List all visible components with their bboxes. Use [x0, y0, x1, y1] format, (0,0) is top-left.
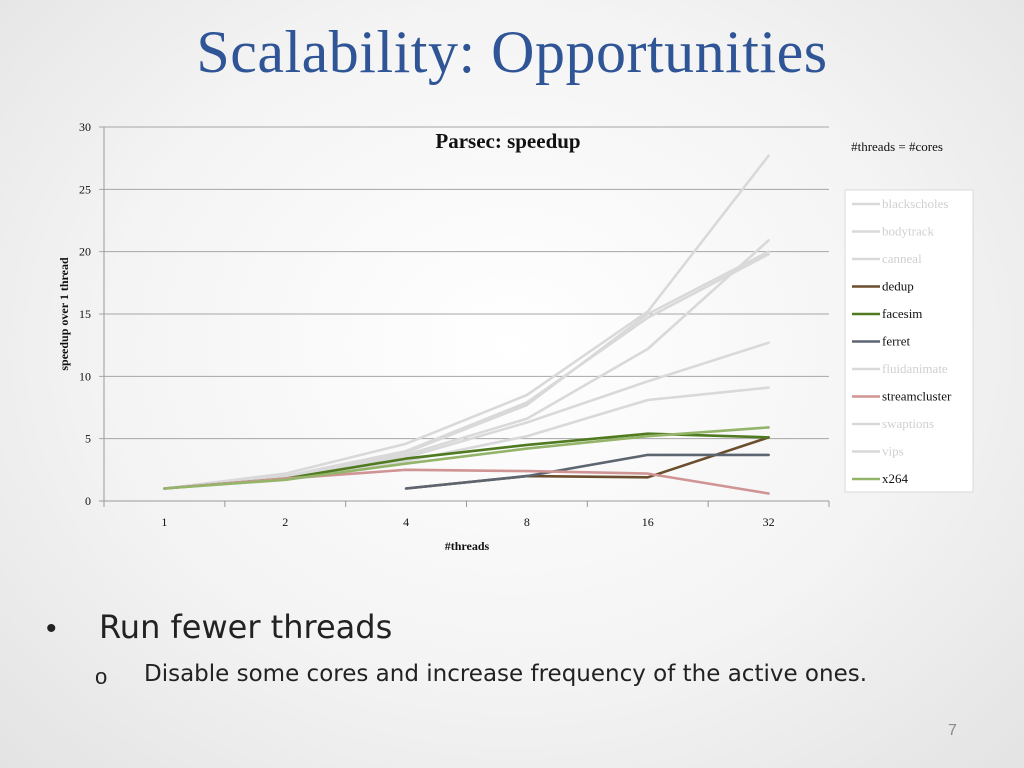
legend-label-ferret: ferret	[882, 334, 911, 349]
page-number: 7	[948, 722, 957, 739]
y-tick-label: 25	[79, 182, 91, 196]
grid-lines	[99, 126, 829, 502]
x-axis-label: #threads	[445, 539, 490, 553]
y-tick-label: 20	[79, 245, 91, 259]
slide-title: Scalability: Opportunities	[196, 19, 828, 85]
legend-label-swaptions: swaptions	[882, 416, 934, 431]
x-tick-label: 32	[763, 515, 775, 529]
chart-title: Parsec: speedup	[435, 129, 580, 153]
x-tick-label: 1	[161, 515, 167, 529]
y-tick-label: 0	[85, 494, 91, 508]
legend-label-canneal: canneal	[882, 251, 922, 266]
y-axis-label: speedup over 1 thread	[57, 257, 71, 371]
legend-label-dedup: dedup	[882, 279, 914, 294]
x-tick-label: 16	[642, 515, 654, 529]
legend-label-vips: vips	[882, 444, 904, 459]
y-tick-label: 10	[79, 369, 91, 383]
series-line-dedup	[404, 436, 770, 490]
chart-legend: blackscholes bodytrack canneal dedup facesim…	[844, 189, 974, 493]
series-line-x264	[163, 426, 770, 490]
x-tick-label: 8	[524, 515, 530, 529]
legend-label-streamcluster: streamcluster	[882, 389, 952, 404]
series-line-ferret	[404, 453, 770, 490]
legend-label-facesim: facesim	[882, 306, 922, 321]
legend-label-x264: x264	[882, 471, 909, 486]
y-tick-label: 15	[79, 307, 91, 321]
legend-label-bodytrack: bodytrack	[882, 224, 934, 239]
x-tick-label: 2	[282, 515, 288, 529]
chart-annotation: #threads = #cores	[851, 139, 943, 154]
y-tick-label: 5	[85, 432, 91, 446]
chart-axes: 0 5 10 15 20 25 30 1 2 4 8 16 32	[79, 120, 830, 529]
legend-label-blackscholes: blackscholes	[882, 196, 948, 211]
legend-label-fluidanimate: fluidanimate	[882, 361, 948, 376]
series-line-swaptions	[163, 154, 770, 490]
y-tick-label: 30	[79, 120, 91, 134]
chart-series-lines	[163, 154, 770, 495]
x-tick-label: 4	[403, 515, 409, 529]
